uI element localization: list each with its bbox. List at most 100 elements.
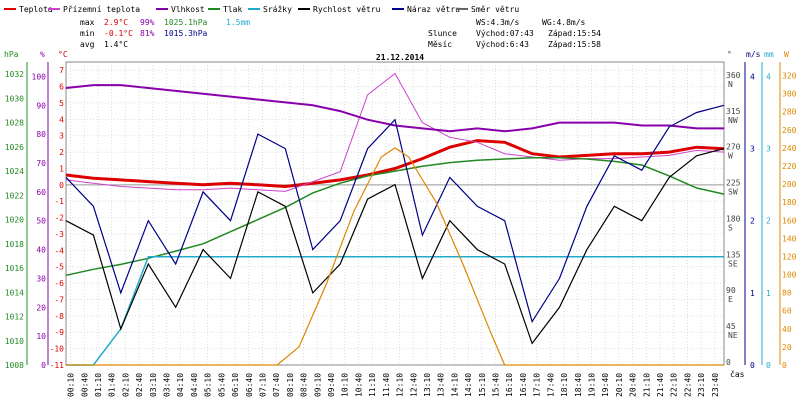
time-tick-label: 17:10 <box>533 373 542 397</box>
time-tick-label: 23:40 <box>711 373 720 397</box>
temp-tick-label: 7 <box>59 66 64 75</box>
dir-tick-label: 180 <box>726 214 741 223</box>
dir-tick-name: S <box>728 223 733 232</box>
time-tick-label: 19:10 <box>587 373 596 397</box>
dir-tick-label: 360 <box>726 71 741 80</box>
stat-max-rain: 1.5mm <box>226 18 250 27</box>
hum-tick-label: 70 <box>36 159 46 168</box>
chart-title: 21.12.2014 <box>376 53 424 62</box>
hum-tick-label: 40 <box>36 246 46 255</box>
time-tick-label: 22:40 <box>683 373 692 397</box>
time-tick-label: 12:40 <box>409 373 418 397</box>
info-sunset: Západ:15:54 <box>548 29 601 38</box>
stat-max-hum: 99% <box>140 18 155 27</box>
time-tick-label: 21:40 <box>656 373 665 397</box>
rain-tick-label: 2 <box>766 217 771 226</box>
solar-tick-label: 220 <box>782 162 797 171</box>
unit-dir: ° <box>727 50 732 59</box>
legend-label: Vlhkost <box>171 5 205 14</box>
legend: Teplota Přízemní teplota Vlhkost Tlak Srážky… <box>4 5 519 14</box>
info-sun-label: Slunce <box>428 29 457 38</box>
time-tick-label: 09:10 <box>313 373 322 397</box>
solar-tick-label: 0 <box>782 361 787 370</box>
grid-lines <box>66 62 724 366</box>
time-tick-label: 10:10 <box>341 373 350 397</box>
stat-max-press: 1025.1hPa <box>164 18 208 27</box>
dir-tick-name: E <box>728 295 733 304</box>
press-tick-label: 1020 <box>5 216 24 225</box>
temp-tick-label: -10 <box>50 345 65 354</box>
time-tick-label: 03:10 <box>149 373 158 397</box>
press-tick-label: 1030 <box>5 94 24 103</box>
wind-tick-label: 1 <box>750 289 755 298</box>
dir-tick-label: 315 <box>726 107 741 116</box>
stat-min-temp: -0.1°C <box>104 29 133 38</box>
solar-tick-label: 40 <box>782 325 792 334</box>
time-tick-label: 05:40 <box>217 373 226 397</box>
press-tick-label: 1014 <box>5 288 24 297</box>
wind-tick-label: 2 <box>750 217 755 226</box>
solar-tick-label: 280 <box>782 108 797 117</box>
time-tick-label: 08:40 <box>300 373 309 397</box>
solar-tick-label: 260 <box>782 126 797 135</box>
hum-tick-label: 60 <box>36 188 46 197</box>
legend-label: Náraz větru <box>407 5 460 14</box>
time-tick-label: 01:40 <box>108 373 117 397</box>
rain-tick-label: 3 <box>766 145 771 154</box>
time-tick-label: 18:10 <box>560 373 569 397</box>
temp-tick-label: -4 <box>54 246 64 255</box>
dir-tick-name: NW <box>728 116 738 125</box>
legend-label: Tlak <box>223 5 242 14</box>
temp-tick-label: 0 <box>59 181 64 190</box>
time-tick-label: 20:10 <box>615 373 624 397</box>
temp-tick-label: -7 <box>54 295 64 304</box>
info-block: WS:4.3m/s WG:4.8m/s Slunce Východ:07:43 … <box>428 18 601 49</box>
time-tick-label: 07:10 <box>258 373 267 397</box>
time-tick-label: 19:40 <box>601 373 610 397</box>
dir-tick-label: 45 <box>726 322 736 331</box>
hum-tick-label: 50 <box>36 217 46 226</box>
temp-tick-label: 5 <box>59 99 64 108</box>
rain-tick-label: 4 <box>766 72 771 81</box>
time-tick-label: 22:10 <box>670 373 679 397</box>
press-tick-label: 1018 <box>5 240 24 249</box>
rain-tick-label: 1 <box>766 289 771 298</box>
hum-tick-label: 80 <box>36 130 46 139</box>
solar-tick-label: 240 <box>782 144 797 153</box>
dir-tick-name: NE <box>728 331 738 340</box>
time-tick-label: 14:10 <box>450 373 459 397</box>
temp-tick-label: -3 <box>54 230 64 239</box>
time-tick-label: 16:10 <box>505 373 514 397</box>
stat-min-hum: 81% <box>140 29 155 38</box>
time-tick-label: 09:40 <box>327 373 336 397</box>
press-tick-label: 1022 <box>5 191 24 200</box>
press-tick-label: 1032 <box>5 70 24 79</box>
time-tick-label: 12:10 <box>396 373 405 397</box>
stat-avg-temp: 1.4°C <box>104 40 128 49</box>
time-tick-label: 18:40 <box>574 373 583 397</box>
info-sunrise: Východ:07:43 <box>476 29 534 38</box>
press-tick-label: 1016 <box>5 264 24 273</box>
press-tick-label: 1028 <box>5 119 24 128</box>
dir-tick-label: 225 <box>726 179 741 188</box>
time-tick-label: 08:10 <box>286 373 295 397</box>
time-tick-label: 00:10 <box>67 373 76 397</box>
axes: 1032103010281026102410221020101810161014… <box>5 61 797 397</box>
temp-tick-label: 6 <box>59 83 64 92</box>
hum-tick-label: 30 <box>36 274 46 283</box>
series-line <box>65 139 725 189</box>
dir-tick-label: 135 <box>726 250 741 259</box>
time-tick-label: 02:10 <box>121 373 130 397</box>
series-line <box>66 147 724 366</box>
time-tick-label: 13:40 <box>437 373 446 397</box>
time-tick-label: 06:10 <box>231 373 240 397</box>
press-tick-label: 1026 <box>5 143 24 152</box>
temp-tick-label: -6 <box>54 279 64 288</box>
solar-tick-label: 120 <box>782 252 797 261</box>
time-tick-label: 11:40 <box>382 373 391 397</box>
time-tick-label: 14:40 <box>464 373 473 397</box>
stats-block: max 2.9°C 99% 1025.1hPa 1.5mm min -0.1°C… <box>80 18 250 49</box>
wind-tick-label: 0 <box>750 361 755 370</box>
hum-tick-label: 10 <box>36 332 46 341</box>
